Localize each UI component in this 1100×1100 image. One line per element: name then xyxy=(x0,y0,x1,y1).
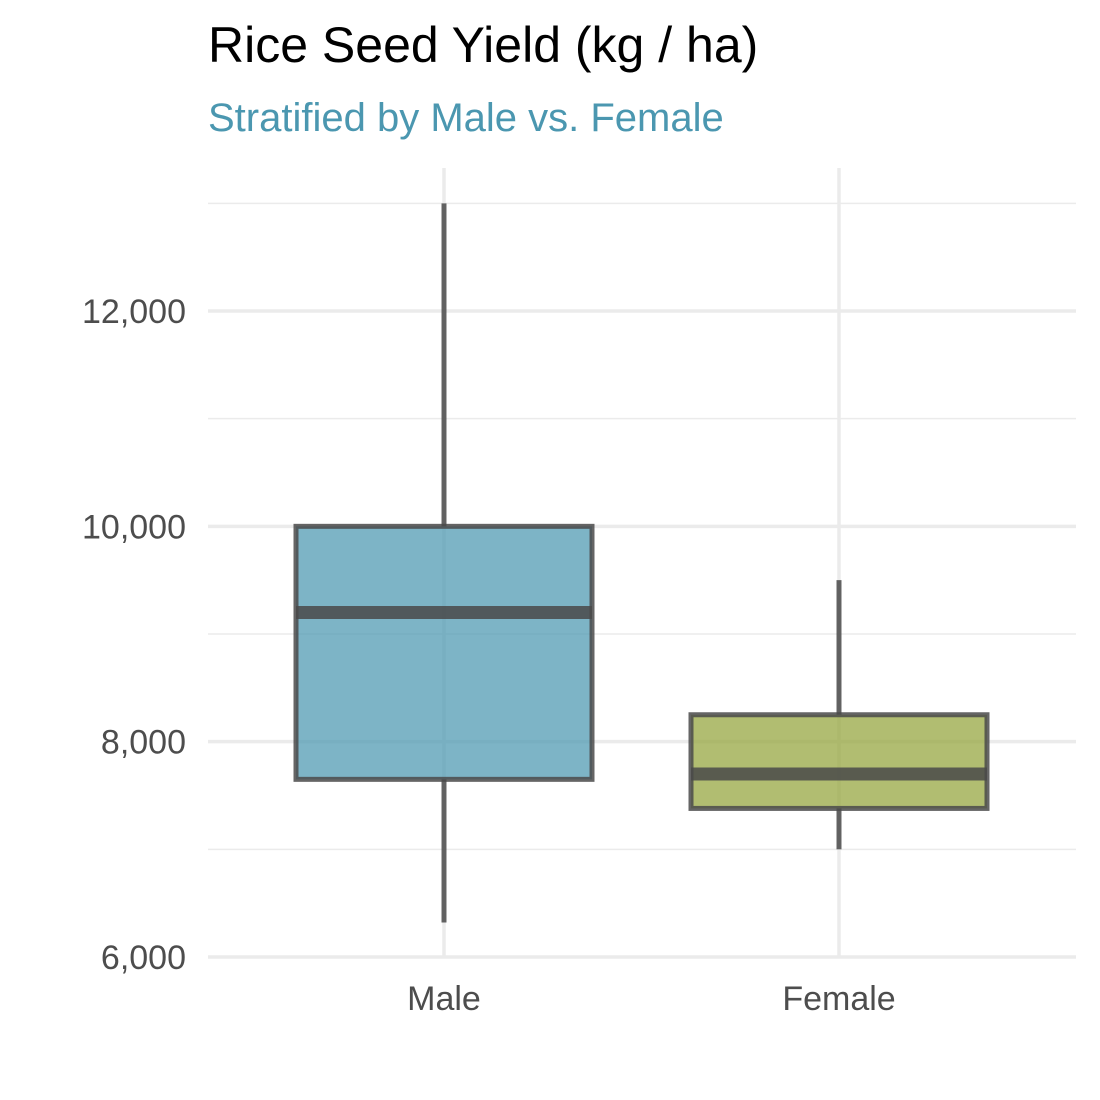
chart-subtitle: Stratified by Male vs. Female xyxy=(208,96,724,140)
y-tick-label: 12,000 xyxy=(82,293,186,331)
box-female xyxy=(688,580,990,850)
box-male xyxy=(293,203,595,923)
y-tick-label: 8,000 xyxy=(101,724,186,762)
x-tick-label: Female xyxy=(782,980,895,1018)
iqr-box xyxy=(688,712,990,811)
x-tick-label: Male xyxy=(407,980,481,1018)
iqr-box xyxy=(293,523,595,782)
chart-title: Rice Seed Yield (kg / ha) xyxy=(208,17,759,73)
y-tick-label: 6,000 xyxy=(101,939,186,977)
y-tick-label: 10,000 xyxy=(82,508,186,546)
axis-layer: 6,000 8,000 10,000 12,000 Male Female xyxy=(82,293,896,1018)
box-layer xyxy=(293,203,990,923)
